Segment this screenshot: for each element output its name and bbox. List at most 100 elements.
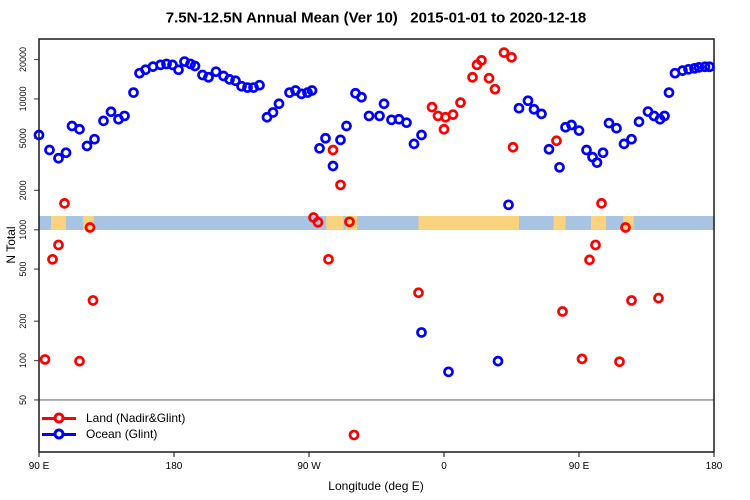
ocean-point bbox=[683, 63, 694, 75]
y-tick-label: 20000 bbox=[18, 47, 28, 72]
land-point bbox=[551, 135, 562, 147]
ocean-point bbox=[314, 142, 325, 154]
ocean-point bbox=[306, 85, 318, 96]
ocean-point bbox=[663, 87, 675, 98]
ocean-point bbox=[242, 82, 253, 93]
legend-circle-icon bbox=[53, 428, 65, 440]
ocean-point bbox=[267, 107, 279, 118]
land-point bbox=[489, 83, 501, 95]
land-point bbox=[312, 216, 324, 228]
land-point bbox=[47, 253, 58, 265]
ocean-point bbox=[536, 108, 547, 120]
legend-row: Ocean (Glint) bbox=[42, 426, 185, 442]
map-band-land bbox=[51, 216, 66, 230]
ocean-point bbox=[33, 129, 45, 141]
land-point bbox=[557, 306, 568, 317]
land-point bbox=[507, 141, 519, 153]
ocean-point bbox=[105, 106, 117, 118]
x-tick-label: 90 W bbox=[297, 461, 321, 472]
land-point bbox=[426, 101, 438, 113]
ocean-point bbox=[626, 133, 637, 145]
y-tick-label: 5000 bbox=[18, 128, 28, 148]
ocean-point bbox=[236, 80, 247, 92]
ocean-point bbox=[98, 115, 109, 127]
legend-label: Land (Nadir&Glint) bbox=[86, 411, 186, 425]
land-point bbox=[653, 292, 664, 304]
ocean-point bbox=[603, 117, 615, 129]
ocean-point bbox=[503, 199, 514, 211]
ocean-point bbox=[597, 147, 609, 159]
ocean-point bbox=[677, 65, 688, 76]
land-point bbox=[87, 295, 99, 306]
ocean-point bbox=[173, 64, 184, 76]
ocean-point bbox=[618, 138, 630, 150]
land-point bbox=[590, 239, 601, 251]
land-point bbox=[323, 253, 334, 265]
ocean-point bbox=[356, 91, 367, 103]
ocean-point bbox=[189, 60, 201, 72]
land-point bbox=[483, 72, 495, 84]
x-tick-label: 0 bbox=[441, 461, 447, 472]
land-point bbox=[498, 47, 510, 58]
ocean-point bbox=[81, 140, 93, 152]
legend-marker-icon bbox=[42, 428, 76, 440]
ocean-point bbox=[363, 110, 375, 122]
ocean-point bbox=[155, 59, 166, 71]
x-tick-label: 180 bbox=[706, 461, 723, 472]
ocean-point bbox=[327, 160, 339, 172]
y-tick-label: 1000 bbox=[18, 220, 28, 240]
land-point bbox=[413, 287, 424, 299]
ocean-point bbox=[566, 119, 577, 131]
map-band-land bbox=[591, 216, 606, 230]
ocean-point bbox=[573, 125, 585, 136]
ocean-point bbox=[128, 87, 139, 98]
y-tick-label: 100 bbox=[18, 353, 28, 368]
map-band-ocean bbox=[39, 216, 714, 230]
chart-title: 7.5N-12.5N Annual Mean (Ver 10) 2015-01-… bbox=[165, 9, 587, 27]
ocean-point bbox=[591, 157, 603, 168]
map-band-land bbox=[326, 216, 344, 230]
legend-circle-icon bbox=[53, 412, 65, 424]
ocean-point bbox=[689, 62, 700, 74]
x-tick-label: 90 E bbox=[569, 461, 590, 472]
ocean-point bbox=[378, 98, 390, 110]
legend: Land (Nadir&Glint) Ocean (Glint) bbox=[42, 410, 185, 442]
land-point bbox=[74, 355, 85, 367]
map-band-land bbox=[418, 216, 519, 230]
ocean-point bbox=[89, 133, 100, 145]
land-point bbox=[476, 55, 487, 66]
legend-row: Land (Nadir&Glint) bbox=[42, 410, 185, 426]
y-tick-label: 500 bbox=[18, 262, 28, 277]
ocean-point bbox=[74, 123, 85, 135]
land-point bbox=[39, 354, 51, 365]
land-point bbox=[506, 51, 517, 63]
ocean-point bbox=[374, 110, 385, 122]
ocean-point bbox=[60, 147, 72, 159]
y-tick-label: 50 bbox=[18, 395, 28, 405]
ocean-point bbox=[335, 134, 346, 146]
land-point bbox=[596, 198, 607, 209]
land-point bbox=[335, 179, 346, 191]
ocean-point bbox=[704, 61, 715, 73]
land-point bbox=[584, 254, 595, 266]
ocean-point bbox=[224, 74, 235, 85]
land-point bbox=[53, 239, 64, 251]
land-point bbox=[614, 356, 625, 368]
ocean-point bbox=[341, 120, 352, 132]
ocean-point bbox=[659, 110, 670, 122]
ocean-point bbox=[408, 138, 420, 150]
ocean-point bbox=[203, 71, 214, 83]
ocean-point bbox=[416, 129, 427, 141]
ocean-point bbox=[443, 366, 454, 378]
ocean-point bbox=[210, 66, 222, 78]
ocean-point bbox=[44, 144, 55, 156]
ocean-point bbox=[543, 143, 555, 155]
ocean-point bbox=[416, 327, 427, 338]
land-point bbox=[455, 97, 466, 109]
land-point bbox=[620, 222, 631, 233]
ocean-point bbox=[611, 122, 622, 134]
land-point bbox=[576, 353, 588, 365]
y-tick-label: 2000 bbox=[18, 180, 28, 200]
ocean-point bbox=[699, 61, 711, 73]
